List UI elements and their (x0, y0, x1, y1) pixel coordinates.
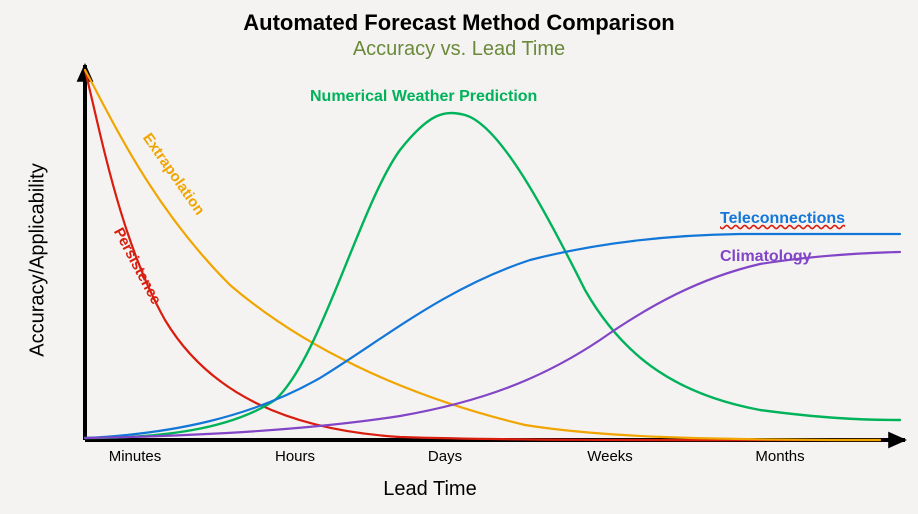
y-axis-label: Accuracy/Applicability (27, 163, 50, 356)
chart-title: Automated Forecast Method Comparison (0, 10, 918, 36)
x-tick-label: Minutes (109, 448, 162, 465)
forecast-comparison-chart: Automated Forecast Method Comparison Acc… (0, 0, 918, 514)
chart-subtitle: Accuracy vs. Lead Time (0, 38, 918, 61)
x-tick-label: Days (428, 448, 462, 465)
x-tick-label: Months (755, 448, 804, 465)
series-label-nwp: Numerical Weather Prediction (310, 88, 537, 106)
series-label-teleconnections: Teleconnections (720, 210, 845, 228)
x-axis-label: Lead Time (383, 478, 476, 501)
x-tick-label: Weeks (587, 448, 633, 465)
series-label-climatology: Climatology (720, 248, 812, 266)
x-tick-label: Hours (275, 448, 315, 465)
